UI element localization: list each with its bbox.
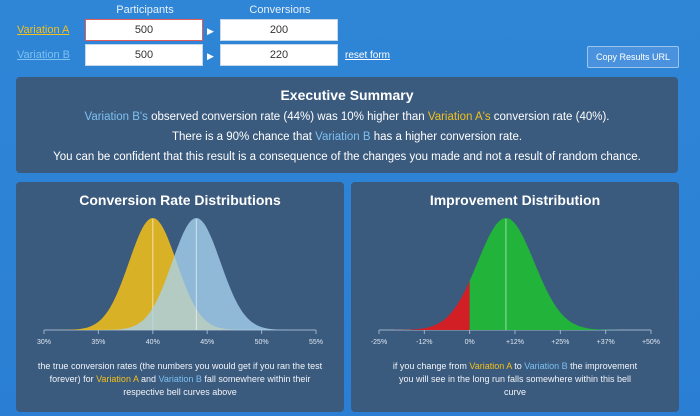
summary-line-1: Variation B's observed conversion rate (… xyxy=(16,107,678,127)
improvement-distribution-panel: Improvement Distribution -25% -12% 0% +12% +… xyxy=(351,182,679,412)
x-tick-label: +25% xyxy=(551,339,569,346)
summary-text-fragment: has a higher conversion rate. xyxy=(370,131,523,143)
improvement-chart: -25% -12% 0% +12% +25% +37% +50% xyxy=(371,218,660,346)
summary-text-fragment: There is a 90% chance that xyxy=(171,131,316,143)
variation-a-name: Variation A xyxy=(96,374,139,384)
distributions-caption: the true conversion rates (the numbers y… xyxy=(34,360,326,399)
executive-summary-panel: Executive Summary Variation B's observed… xyxy=(16,77,678,173)
arrow-right-icon: ▶ xyxy=(207,26,214,36)
x-tick-label: 45% xyxy=(200,339,214,346)
summary-line-3: You can be confident that this result is… xyxy=(53,151,641,163)
variation-a-name: Variation A's xyxy=(427,111,491,123)
x-tick-label: 0% xyxy=(465,339,475,346)
improvement-negative-area xyxy=(379,280,470,330)
participants-header: Participants xyxy=(116,4,174,16)
summary-line-2: There is a 90% chance that Variation B h… xyxy=(16,127,678,147)
copy-results-url-button[interactable]: Copy Results URL xyxy=(587,46,679,68)
variation-b-conversions-input[interactable]: 220 xyxy=(220,44,338,66)
caption-text-fragment: and xyxy=(138,374,159,384)
x-tick-label: +37% xyxy=(597,339,615,346)
conversions-header: Conversions xyxy=(249,4,311,16)
summary-text: Variation B's observed conversion rate (… xyxy=(16,107,678,167)
x-tick-label: -12% xyxy=(416,339,432,346)
x-tick-label: -25% xyxy=(371,339,387,346)
x-tick-label: 35% xyxy=(91,339,105,346)
variation-b-name: Variation B xyxy=(524,361,568,371)
variation-a-name: Variation A xyxy=(469,361,512,371)
variation-b-name: Variation B xyxy=(158,374,202,384)
x-tick-label: 40% xyxy=(146,339,160,346)
variation-b-name: Variation B xyxy=(315,131,371,143)
caption-text-fragment: the true conversion rates (the numbers y… xyxy=(37,361,323,384)
distributions-title: Conversion Rate Distributions xyxy=(79,192,281,208)
x-tick-label: 30% xyxy=(37,339,51,346)
summary-text-fragment: conversion rate (40%). xyxy=(490,111,610,123)
caption-text-fragment: to xyxy=(511,361,525,371)
conversion-rate-distributions-panel: Conversion Rate Distributions 30% 35% 40% 4… xyxy=(16,182,344,412)
variation-a-conversions-input[interactable]: 200 xyxy=(220,19,338,41)
variation-b-name: Variation B's xyxy=(84,111,148,123)
improvement-title: Improvement Distribution xyxy=(429,192,601,208)
variation-b-curve xyxy=(44,218,316,330)
caption-text-fragment: if you change from xyxy=(392,361,470,371)
x-tick-label: 50% xyxy=(255,339,269,346)
caption-text-fragment: the improvement you will see in the long… xyxy=(398,361,638,397)
improvement-positive-area xyxy=(469,218,651,330)
x-tick-label: +12% xyxy=(506,339,524,346)
caption-text-fragment: fall somewhere within their respective b… xyxy=(123,374,311,397)
variation-a-label: Variation A xyxy=(17,24,70,36)
summary-text-fragment: observed conversion rate (44%) was 10% h… xyxy=(147,111,428,123)
variation-a-participants-input[interactable]: 500 xyxy=(85,19,203,41)
variation-b-label: Variation B xyxy=(17,49,70,61)
summary-title: Executive Summary xyxy=(280,87,414,103)
x-tick-label: 55% xyxy=(309,339,323,346)
conversion-rate-chart: 30% 35% 40% 45% 50% 55% xyxy=(37,218,323,346)
improvement-caption: if you change from Variation A to Variat… xyxy=(389,360,641,399)
arrow-right-icon: ▶ xyxy=(207,51,214,61)
reset-form-link[interactable]: reset form xyxy=(345,50,391,61)
x-tick-label: +50% xyxy=(642,339,660,346)
variation-b-participants-input[interactable]: 500 xyxy=(85,44,203,66)
